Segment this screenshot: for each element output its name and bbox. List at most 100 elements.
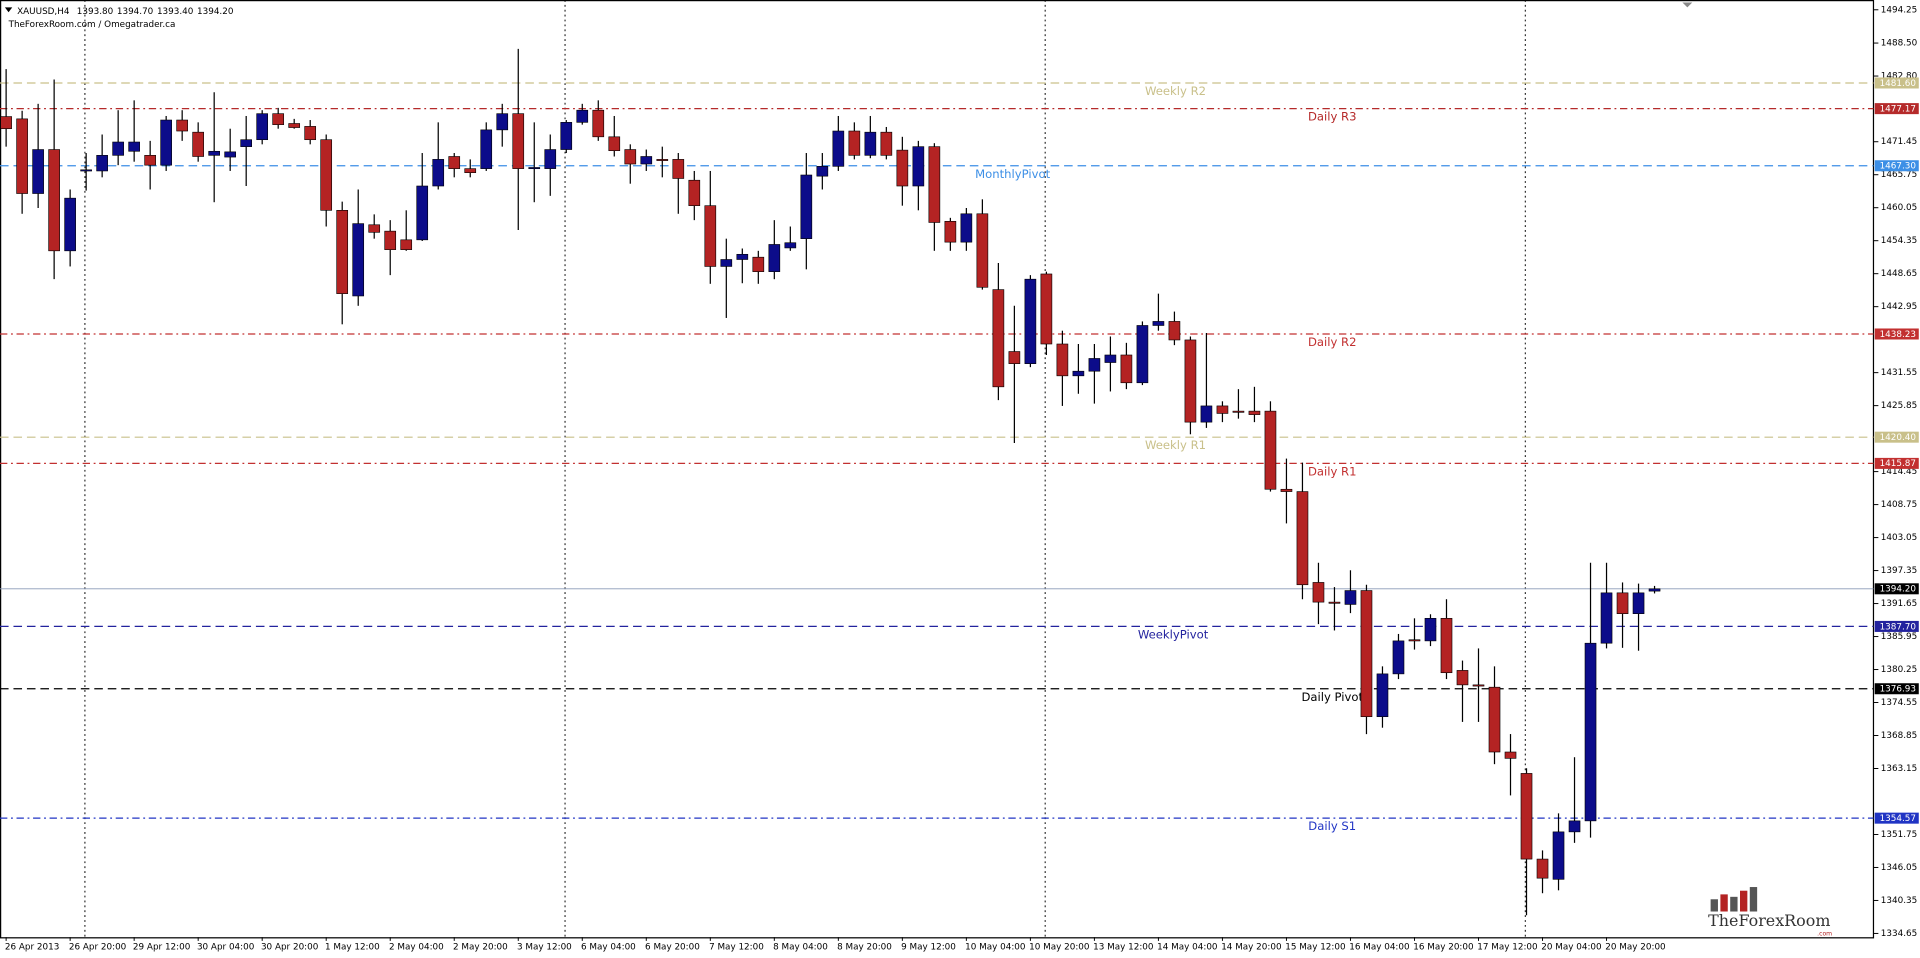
- candle-body: [1248, 410, 1261, 415]
- candle-body: [1088, 358, 1101, 372]
- candle-body: [1072, 370, 1085, 377]
- level-label: Daily R2: [1308, 335, 1357, 349]
- candle-body: [1568, 820, 1581, 833]
- x-tick-label: 20 May 20:00: [1605, 942, 1666, 952]
- candle-body: [1168, 321, 1181, 341]
- candle-body: [160, 119, 172, 166]
- candle-body: [1360, 590, 1373, 718]
- candle-body: [1136, 325, 1149, 384]
- candle-body: [304, 126, 317, 141]
- quote-high: 1394.70: [117, 7, 154, 17]
- x-tick-label: 30 Apr 04:00: [197, 942, 255, 952]
- candle-body: [1312, 582, 1325, 603]
- x-tick-label: 3 May 12:00: [517, 942, 572, 952]
- candle-body: [112, 141, 124, 156]
- candle-body: [1280, 488, 1293, 492]
- candle-body: [208, 150, 220, 156]
- price-badge-label: 1415.87: [1880, 459, 1916, 469]
- candle-body: [176, 119, 188, 132]
- candle-body: [1216, 405, 1229, 414]
- candle-body: [1584, 642, 1597, 822]
- y-tick-label: 1380.25: [1881, 665, 1917, 675]
- candle-body: [1040, 273, 1053, 345]
- candle-body: [464, 168, 477, 173]
- candle-body: [1392, 640, 1405, 675]
- candle-body: [592, 109, 605, 138]
- candle-body: [976, 213, 989, 288]
- axis-layer: 1494.25 1488.50 1482.80 1471.45 1465.75 1460.…: [5, 5, 1919, 952]
- level-label: Daily Pivot: [1301, 690, 1363, 704]
- candle-body: [1440, 618, 1453, 674]
- candle-body: [192, 131, 204, 157]
- candle-body: [48, 149, 60, 252]
- y-tick-label: 1482.80: [1881, 72, 1918, 82]
- candle-body: [576, 109, 589, 123]
- candle-body: [1200, 405, 1213, 423]
- x-tick-label: 6 May 20:00: [645, 942, 700, 952]
- candle-body: [1232, 410, 1245, 413]
- candle-body: [1600, 592, 1613, 644]
- candle-body: [768, 244, 781, 272]
- candle-body: [960, 213, 973, 243]
- candle-body: [512, 113, 525, 169]
- price-badge-label: 1354.57: [1880, 814, 1916, 824]
- candle-body: [288, 123, 301, 128]
- price-badge-label: 1467.30: [1880, 162, 1917, 172]
- chart-subtitle: TheForexRoom.com / Omegatrader.ca: [8, 20, 176, 30]
- x-tick-label: 8 May 20:00: [837, 942, 892, 952]
- candle-body: [240, 139, 253, 147]
- x-tick-label: 8 May 04:00: [773, 942, 828, 952]
- logo-bar: [1740, 890, 1748, 912]
- y-tick-label: 1454.35: [1881, 236, 1917, 246]
- level-label: MonthlyPivot: [975, 167, 1050, 181]
- candle-body: [80, 169, 92, 172]
- candle-body: [848, 130, 861, 156]
- candle-body: [384, 230, 397, 250]
- x-tick-label: 2 May 20:00: [453, 942, 508, 952]
- menu-triangle[interactable]: [4, 7, 13, 13]
- candle-body: [832, 130, 845, 167]
- y-tick-label: 1391.65: [1881, 599, 1917, 609]
- x-tick-label: 10 May 20:00: [1029, 942, 1090, 952]
- x-tick-label: 6 May 04:00: [581, 942, 636, 952]
- x-tick-label: 9 May 12:00: [901, 942, 956, 952]
- candle-body: [528, 167, 541, 170]
- x-tick-label: 7 May 12:00: [709, 942, 764, 952]
- x-tick-label: 13 May 12:00: [1093, 942, 1154, 952]
- candle-body: [864, 131, 877, 156]
- candle-body: [896, 149, 909, 187]
- y-tick-label: 1363.15: [1881, 764, 1917, 774]
- x-tick-label: 26 Apr 20:00: [69, 942, 127, 952]
- y-tick-label: 1368.85: [1881, 731, 1917, 741]
- x-tick-label: 2 May 04:00: [389, 942, 444, 952]
- quote-open: 1393.80: [77, 7, 114, 17]
- price-badge: [1874, 431, 1919, 443]
- y-tick-label: 1374.55: [1881, 698, 1917, 708]
- logo-text: TheForexRoom: [1708, 911, 1830, 930]
- levels-layer: Weekly R2 Daily R3 MonthlyPivot Daily R2 Wee…: [0, 0, 1874, 938]
- candle-body: [1328, 601, 1341, 604]
- candle-body: [656, 159, 669, 161]
- price-badge: [1874, 103, 1919, 115]
- y-tick-label: 1351.75: [1881, 830, 1917, 840]
- candle-body: [128, 141, 140, 152]
- x-tick-label: 16 May 04:00: [1349, 942, 1410, 952]
- y-tick-label: 1340.35: [1881, 896, 1917, 906]
- candle-body: [752, 256, 765, 272]
- candle-body: [432, 159, 445, 187]
- x-tick-label: 30 Apr 20:00: [261, 942, 319, 952]
- candle-body: [608, 136, 621, 152]
- candle-body: [672, 159, 685, 179]
- candle-body: [448, 156, 461, 169]
- watermark-logo: TheForexRoom .com: [1708, 887, 1832, 938]
- y-tick-label: 1334.65: [1881, 929, 1917, 939]
- x-tick-label: 20 May 04:00: [1541, 942, 1602, 952]
- candle-body: [928, 146, 941, 223]
- price-badge: [1874, 620, 1919, 632]
- y-tick-label: 1431.55: [1881, 368, 1917, 378]
- x-tick-label: 15 May 12:00: [1285, 942, 1346, 952]
- candle-body: [544, 149, 557, 169]
- logo-bar: [1749, 887, 1758, 912]
- y-tick-label: 1414.45: [1881, 467, 1917, 477]
